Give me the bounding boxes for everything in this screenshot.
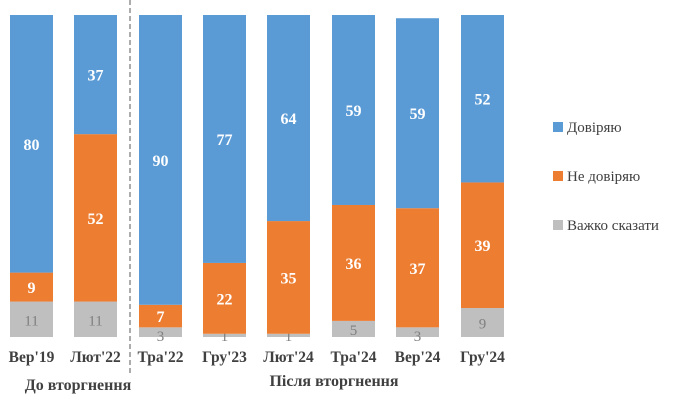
bar-segment <box>461 15 504 183</box>
legend-label: Важко сказати <box>567 218 659 234</box>
bar-segment <box>10 272 53 302</box>
legend-swatch <box>553 220 563 230</box>
category-label: Лют'22 <box>70 349 121 366</box>
data-label: 7 <box>157 309 165 326</box>
bar-segment <box>332 320 375 337</box>
data-label: 11 <box>88 313 102 329</box>
group-label: Після вторгнення <box>269 373 398 390</box>
data-label: 52 <box>88 211 104 228</box>
data-label: 77 <box>217 132 233 149</box>
data-label: 52 <box>475 92 491 109</box>
data-label: 9 <box>28 280 36 297</box>
data-label: 22 <box>217 291 233 308</box>
bar-segment <box>139 304 182 328</box>
bar-segment <box>203 262 246 334</box>
data-label: 9 <box>479 317 487 333</box>
data-label: 37 <box>410 261 426 278</box>
data-label: 3 <box>414 329 422 345</box>
data-label: 37 <box>88 68 104 85</box>
legend-label: Не довіряю <box>567 169 640 185</box>
data-label: 80 <box>24 137 40 154</box>
bar-segment <box>396 18 439 209</box>
bar-segment <box>267 221 310 334</box>
bar-segment <box>74 15 117 135</box>
data-label: 11 <box>24 313 38 329</box>
bar-segment <box>461 182 504 309</box>
data-label: 90 <box>153 153 169 170</box>
bar-segment <box>267 15 310 222</box>
bar-segment <box>10 301 53 337</box>
data-label: 36 <box>346 256 362 273</box>
data-label: 5 <box>350 323 358 339</box>
bar-segment <box>203 333 246 337</box>
bar-segment <box>74 134 117 302</box>
data-label: 64 <box>281 111 297 128</box>
category-label: Лют'24 <box>263 349 314 366</box>
bar-segment <box>10 15 53 273</box>
data-label: 3 <box>157 329 165 345</box>
legend-swatch <box>553 122 563 132</box>
legend-label: Довіряю <box>567 120 622 136</box>
bar-segment <box>139 15 182 305</box>
data-label: 59 <box>410 106 426 123</box>
group-label: До вторгнення <box>25 377 132 394</box>
category-label: Тра'24 <box>331 349 377 366</box>
category-label: Вер'19 <box>9 349 55 366</box>
bar-segment <box>267 333 310 337</box>
category-label: Вер'24 <box>395 349 441 366</box>
category-label: Гру'24 <box>460 349 505 366</box>
data-label: 1 <box>285 329 293 345</box>
bar-segment <box>461 308 504 337</box>
data-label: 59 <box>346 103 362 120</box>
category-label: Гру'23 <box>202 349 247 366</box>
data-label: 35 <box>281 270 297 287</box>
bar-segment <box>332 15 375 205</box>
bar-segment <box>139 327 182 337</box>
bar-segment <box>396 208 439 328</box>
bar-segment <box>332 204 375 321</box>
category-label: Тра'22 <box>138 349 184 366</box>
data-label: 1 <box>221 329 229 345</box>
bar-segment <box>74 301 117 337</box>
bar-segment <box>203 15 246 263</box>
legend-swatch <box>553 171 563 181</box>
bar-segment <box>396 327 439 337</box>
data-label: 39 <box>475 238 491 255</box>
